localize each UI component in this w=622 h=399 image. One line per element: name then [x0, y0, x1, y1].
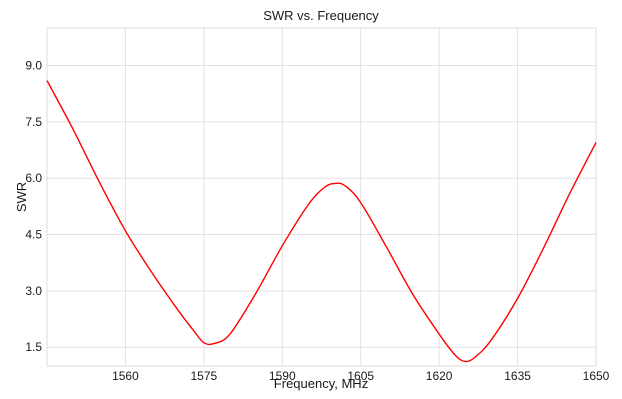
tick-labels: 1560 1575 1590 1605 1620 1635 1650 1.5 3.0 4.5 6.0… — [25, 59, 609, 383]
x-tick-label: 1605 — [347, 369, 374, 383]
x-tick-label: 1575 — [191, 369, 218, 383]
x-tick-label: 1650 — [583, 369, 610, 383]
plot-frame — [46, 27, 597, 367]
swr-line — [46, 80, 597, 363]
x-tick-label: 1620 — [426, 369, 453, 383]
y-tick-label: 9.0 — [25, 59, 42, 73]
x-axis-label: Frequency, MHz — [274, 376, 368, 391]
y-tick-label: 6.0 — [25, 171, 42, 185]
y-tick-label: 7.5 — [25, 115, 42, 129]
x-tick-label: 1590 — [269, 369, 296, 383]
y-tick-label: 4.5 — [25, 228, 42, 242]
grid — [47, 28, 597, 366]
y-tick-label: 1.5 — [25, 340, 42, 354]
y-axis-label: SWR — [14, 182, 29, 212]
chart-title: SWR vs. Frequency — [263, 8, 379, 23]
x-tick-label: 1635 — [504, 369, 531, 383]
series-layer — [46, 80, 597, 363]
x-tick-label: 1560 — [112, 369, 139, 383]
y-tick-label: 3.0 — [25, 284, 42, 298]
